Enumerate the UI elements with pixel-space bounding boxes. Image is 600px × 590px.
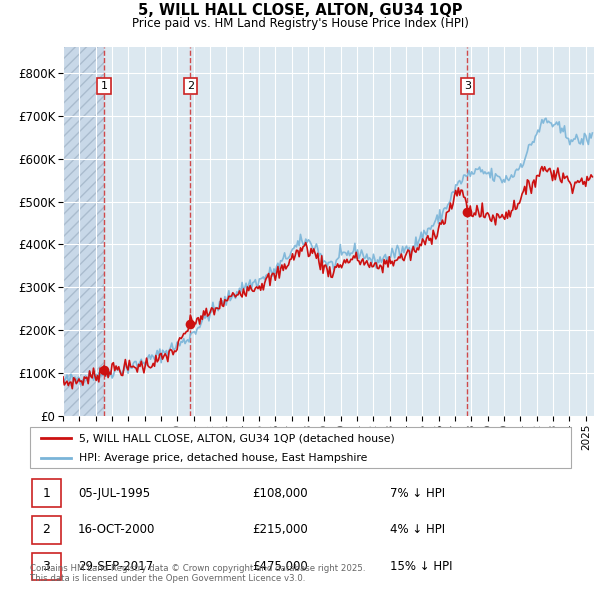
Text: Contains HM Land Registry data © Crown copyright and database right 2025.
This d: Contains HM Land Registry data © Crown c… [30,563,365,583]
Text: 15% ↓ HPI: 15% ↓ HPI [390,560,452,573]
Text: 7% ↓ HPI: 7% ↓ HPI [390,487,445,500]
FancyBboxPatch shape [32,480,61,507]
Bar [63,47,104,416]
Text: 5, WILL HALL CLOSE, ALTON, GU34 1QP (detached house): 5, WILL HALL CLOSE, ALTON, GU34 1QP (det… [79,433,395,443]
Text: 4% ↓ HPI: 4% ↓ HPI [390,523,445,536]
Text: HPI: Average price, detached house, East Hampshire: HPI: Average price, detached house, East… [79,453,368,463]
Text: £475,000: £475,000 [252,560,308,573]
Text: 1: 1 [101,81,107,91]
Text: 2: 2 [187,81,194,91]
FancyBboxPatch shape [30,427,571,468]
Text: £108,000: £108,000 [252,487,308,500]
Text: 29-SEP-2017: 29-SEP-2017 [78,560,153,573]
Text: 5, WILL HALL CLOSE, ALTON, GU34 1QP: 5, WILL HALL CLOSE, ALTON, GU34 1QP [138,3,462,18]
Text: 16-OCT-2000: 16-OCT-2000 [78,523,155,536]
Text: 05-JUL-1995: 05-JUL-1995 [78,487,150,500]
Text: 3: 3 [464,81,471,91]
Text: 1: 1 [43,487,50,500]
Text: £215,000: £215,000 [252,523,308,536]
Text: 3: 3 [43,560,50,573]
FancyBboxPatch shape [32,516,61,543]
Text: 2: 2 [43,523,50,536]
Text: Price paid vs. HM Land Registry's House Price Index (HPI): Price paid vs. HM Land Registry's House … [131,17,469,30]
FancyBboxPatch shape [32,553,61,580]
